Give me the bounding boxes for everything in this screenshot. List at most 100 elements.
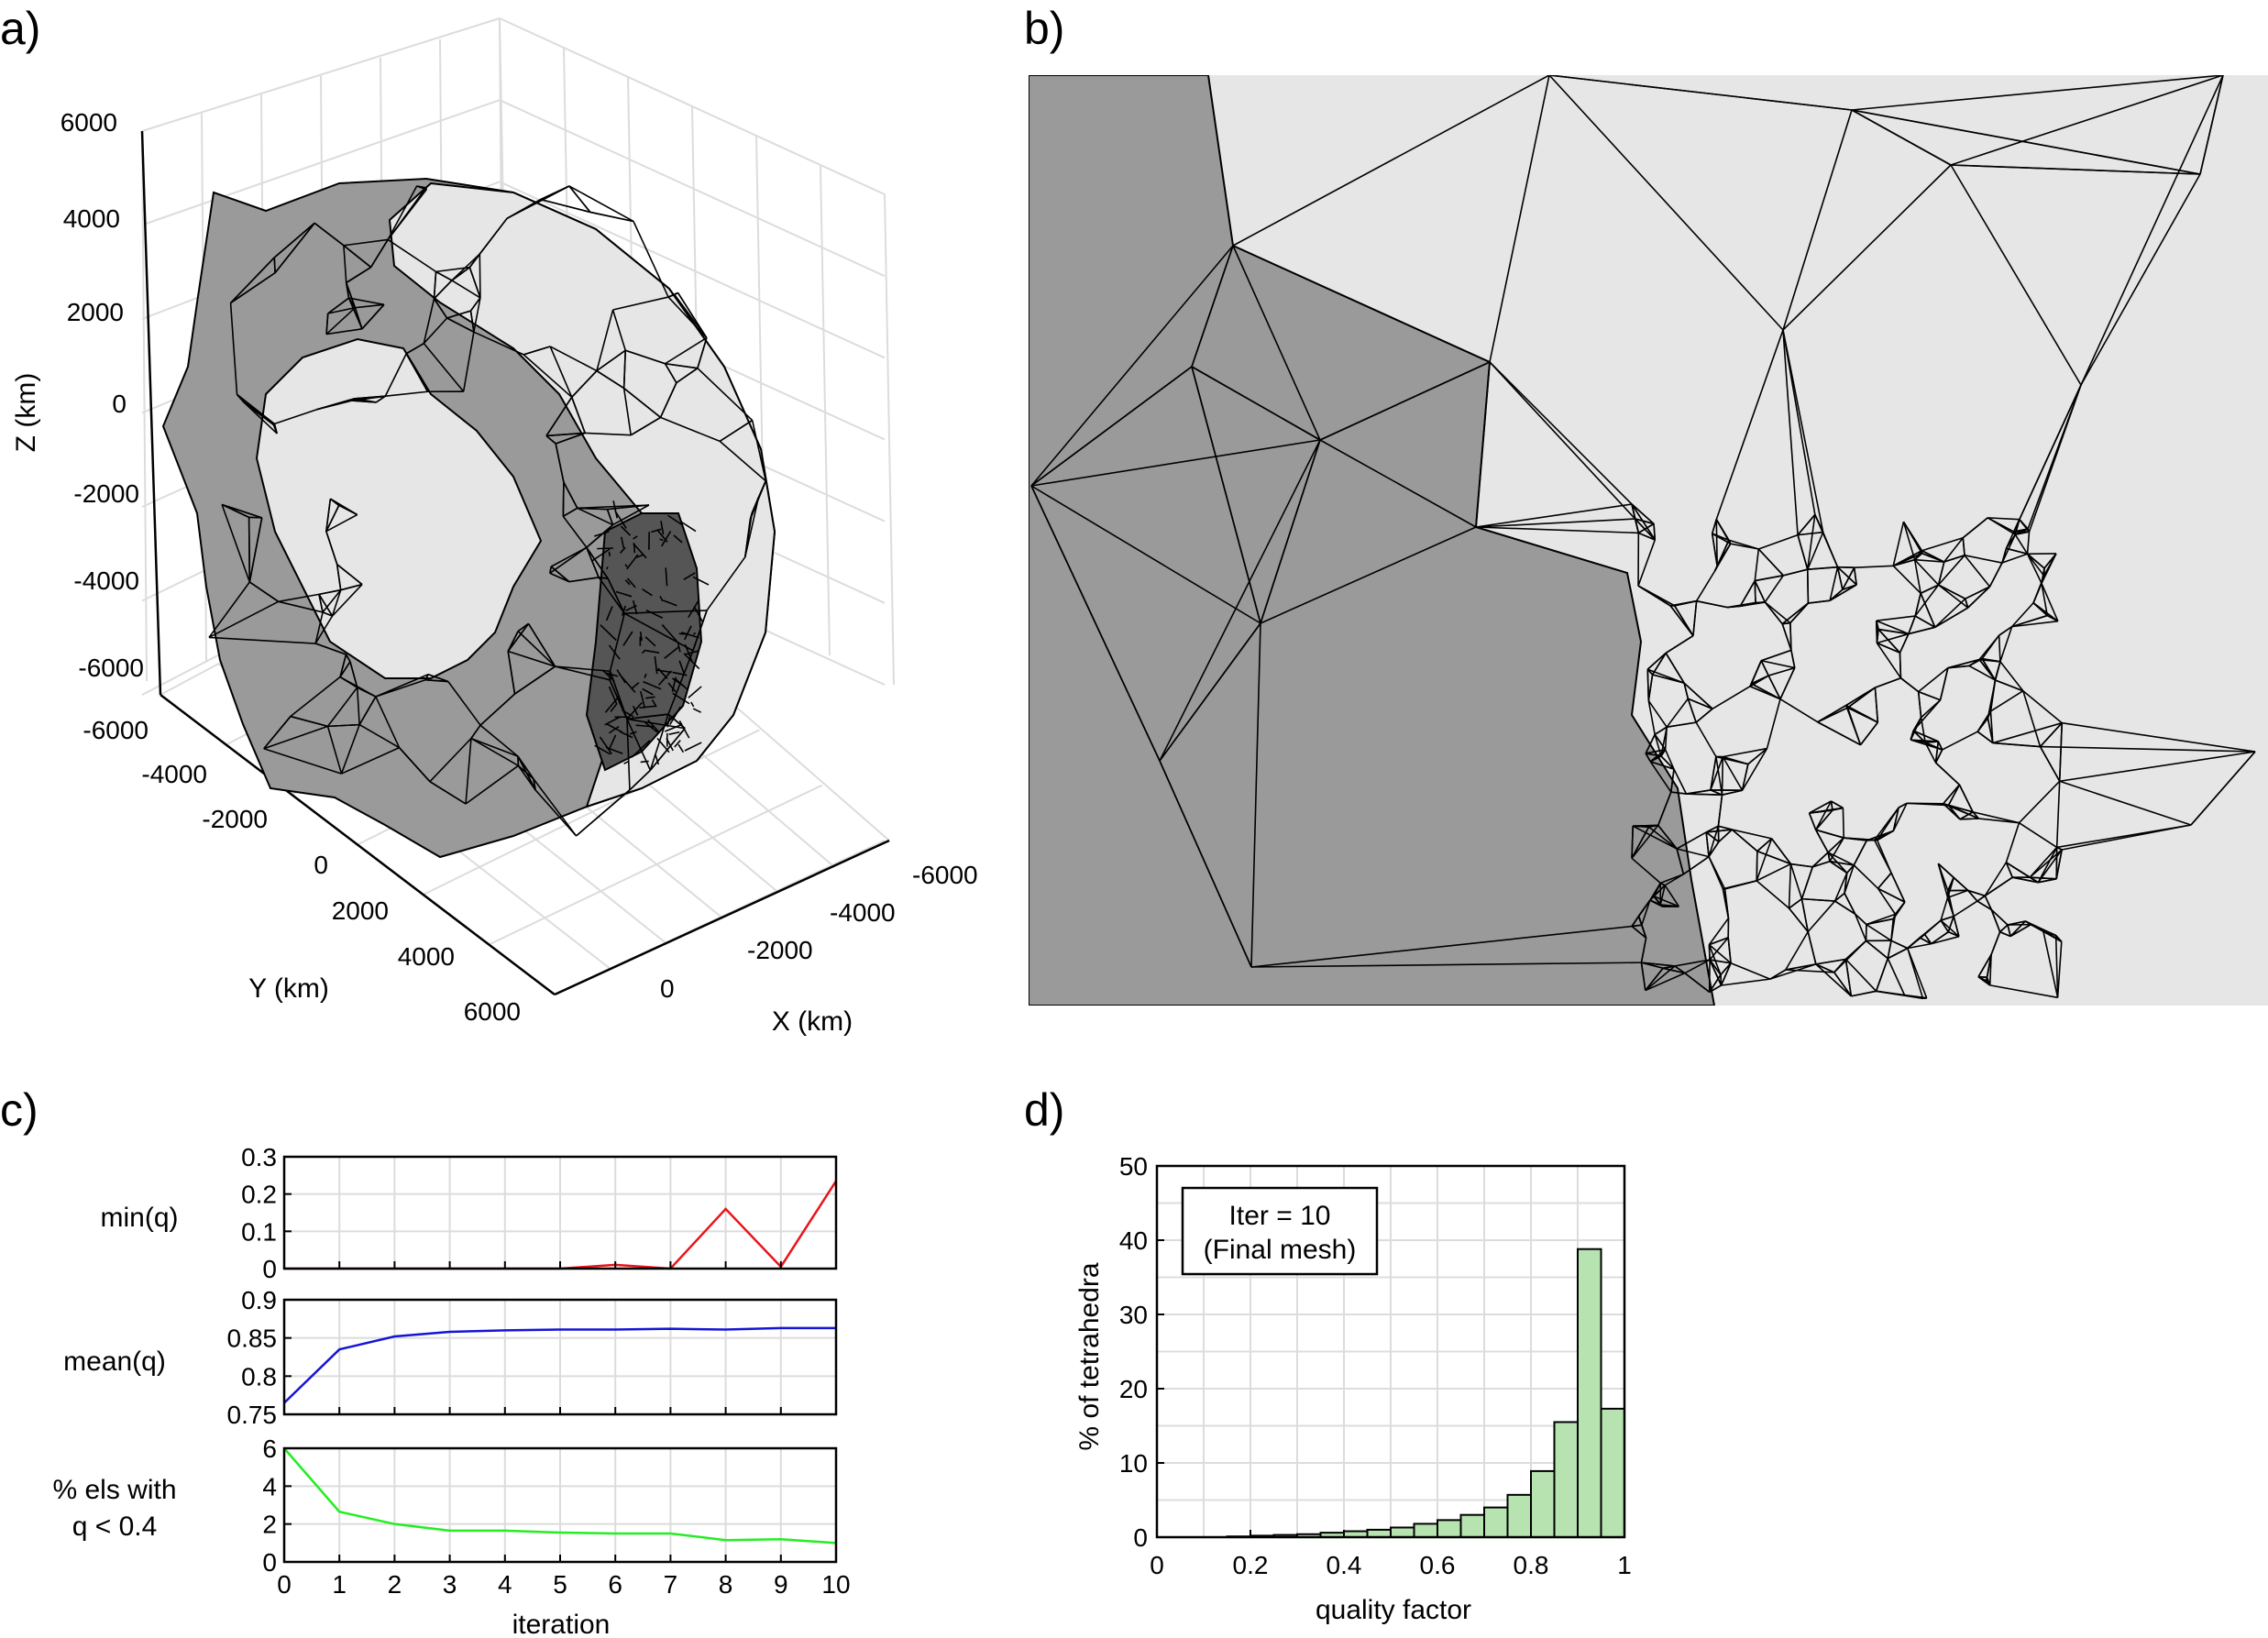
mesh-edge [631,682,640,690]
mesh-edge [2042,929,2059,998]
mesh-edge [2005,862,2013,878]
mesh-edge [570,397,586,434]
mesh-edge [1829,588,1844,601]
mesh-edge [469,297,481,312]
mesh-edge [545,432,586,437]
mesh-edge [555,443,565,483]
mesh-edge [1907,942,1932,950]
mesh-edge [1853,567,1857,586]
mesh-edge [1653,883,1661,897]
mesh-edge [1715,755,1749,765]
mesh-edge [331,589,342,617]
mesh-edge [1710,756,1717,791]
mesh-edge [683,572,696,580]
mesh-edge [568,185,591,213]
mesh-edge [589,211,634,223]
mesh-edge [1943,537,1964,563]
mesh-edge [1232,245,1321,441]
mesh-edge [340,583,363,591]
mesh-edge [692,708,702,713]
mesh-edge [429,781,467,805]
mesh-edge [1159,622,1261,762]
mesh-edge [1807,532,1824,570]
mesh-edge [1708,944,1711,961]
x-tick-label: 0.4 [1327,1551,1362,1579]
mesh-edge [1631,503,1636,520]
mesh-edge [336,564,342,590]
histogram-bar [1437,1519,1462,1538]
mesh-edge [2027,553,2045,569]
mesh-edge [1797,513,1816,536]
mesh-edge [1846,864,1855,874]
mesh-edge [1649,896,1655,901]
mesh-edge [626,702,643,720]
y-tick-label: 50 [1119,1152,1148,1181]
mesh-edge [1657,791,1672,826]
mesh-edge [2029,849,2063,878]
mesh-edge [405,342,424,355]
mesh-edges-a [208,185,767,837]
mesh-edge [596,349,626,372]
mesh-edge [1652,674,1685,684]
mesh-edge [1923,919,1942,935]
mesh-edge [507,622,530,652]
mesh-edge [1877,642,1900,654]
mesh-edge [1934,607,1969,629]
mesh-edge [2058,722,2064,782]
mesh-edge [1250,962,1642,968]
mesh-edges-b [1030,75,2256,999]
mesh-edge [1844,864,1855,894]
mesh-edge [1692,600,1698,636]
mesh-edge [1829,861,1848,874]
mesh-edge [1998,635,2001,662]
mesh-edge [1801,897,1835,902]
mean-q-label: mean(q) [63,1347,166,1377]
mesh-edge [1937,561,1945,586]
mesh-edge [314,611,324,644]
min-q-label: min(q) [100,1203,178,1233]
mesh-edge [1976,895,1986,902]
inner-cavity-light [255,337,543,679]
mesh-edge [2009,923,2031,938]
mesh-edge [1902,522,1916,560]
mesh-edge [1708,944,1732,964]
mesh-edge [1914,559,1940,586]
mesh-edge [327,723,360,728]
mesh-edge [1999,930,2011,938]
mesh-edge [600,624,617,642]
mesh-edge [208,600,280,639]
mesh-edge [630,416,661,436]
mesh-edge [451,253,480,281]
mesh-edge [1747,747,1768,765]
mesh-edge [314,222,345,247]
mesh-edge [1709,959,1732,964]
mesh-edge [615,590,633,598]
mesh-edge [1899,653,1902,678]
mesh-edge [1030,485,1261,624]
mesh-edge [514,665,556,695]
mesh-edge [1782,329,1799,535]
mesh-edge [1695,570,1716,602]
y-tick-label: 30 [1119,1301,1148,1329]
mesh-edge [1475,518,1635,528]
mesh-edge [506,198,542,220]
mesh-edge [479,254,481,298]
mesh-edge [2041,583,2059,622]
mesh-edge [423,298,435,344]
mesh-edge [1638,532,1656,541]
mesh-edge [1939,667,1949,700]
mesh-edge [336,564,363,586]
mesh-edge [1660,727,1668,757]
mesh-edge [622,350,627,389]
annotation-line2: (Final mesh) [1204,1235,1357,1265]
mesh-edge [550,566,570,583]
histogram-bar [1577,1248,1602,1538]
mesh-edge [1769,969,1787,980]
histogram-xlabel: quality factor [1316,1595,1471,1625]
mesh-edge [221,503,262,519]
mesh-edge [674,740,681,748]
mesh-edge [676,368,699,384]
mesh-edge [1833,873,1848,902]
mesh-edge [604,695,621,713]
mesh-edge [1754,580,1756,603]
